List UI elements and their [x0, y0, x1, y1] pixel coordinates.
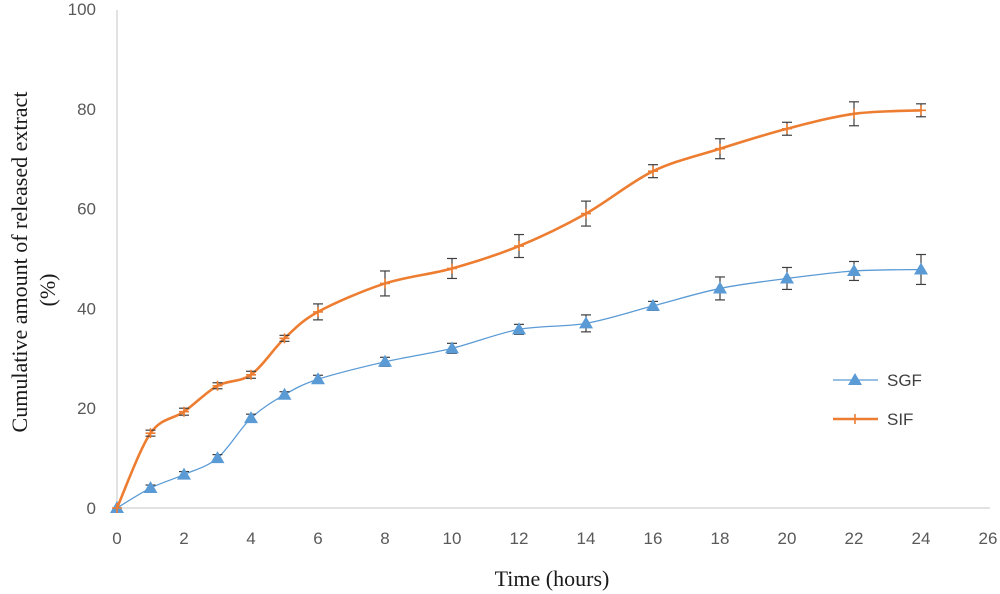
- x-tick-label: 14: [577, 529, 596, 548]
- series-sif: [112, 101, 926, 513]
- data-point-sif: [313, 306, 323, 317]
- legend-label-sgf: SGF: [887, 371, 922, 390]
- data-point-sgf: [780, 271, 794, 284]
- data-point-sgf: [143, 481, 158, 494]
- data-point-sif: [279, 333, 290, 344]
- x-tick-label: 0: [112, 529, 121, 548]
- x-axis-title: Time (hours): [495, 566, 610, 591]
- x-tick-label: 4: [246, 529, 255, 548]
- data-point-sgf: [713, 281, 727, 294]
- x-tick-label: 20: [778, 529, 797, 548]
- y-axis-title-unit: (%): [35, 274, 60, 307]
- data-point-sgf: [210, 451, 225, 464]
- y-tick-label: 80: [77, 100, 96, 119]
- data-point-sgf: [445, 341, 459, 354]
- data-point-sgf: [378, 354, 392, 367]
- x-tick-label: 18: [711, 529, 730, 548]
- data-point-sgf: [512, 322, 526, 335]
- legend-marker-sif: [850, 414, 860, 424]
- legend: SGF SIF: [833, 371, 922, 429]
- data-point-sif: [782, 123, 792, 134]
- x-tick-label: 8: [380, 529, 389, 548]
- x-tick-label: 2: [179, 529, 188, 548]
- y-axis-title: Cumulative amount of released extract: [7, 92, 32, 433]
- x-tick-label: 12: [510, 529, 529, 548]
- x-tick-label: 22: [845, 529, 864, 548]
- data-point-sif: [179, 406, 189, 417]
- y-tick-label: 0: [87, 499, 96, 518]
- data-point-sgf: [177, 467, 191, 480]
- data-point-sif: [380, 278, 390, 289]
- legend-label-sif: SIF: [887, 410, 913, 429]
- data-point-sif: [112, 503, 122, 513]
- x-tick-label: 24: [912, 529, 931, 548]
- data-point-sif: [581, 208, 591, 219]
- legend-item-sgf: SGF: [833, 371, 922, 390]
- y-tick-label: 60: [77, 200, 96, 219]
- data-point-sif: [514, 241, 524, 252]
- data-point-sgf: [244, 411, 258, 424]
- x-tick-label: 10: [443, 529, 462, 548]
- data-point-sif: [246, 369, 256, 380]
- series-layer: [110, 101, 928, 513]
- x-tick-label: 26: [979, 529, 998, 548]
- legend-item-sif: SIF: [833, 410, 913, 429]
- legend-marker-sgf: [848, 373, 862, 385]
- x-tick-label: 16: [644, 529, 663, 548]
- series-line-sif: [115, 108, 922, 509]
- series-line-sgf: [116, 268, 922, 509]
- x-tick-labels: 0 2 4 6 8 10 12 14 16 18 20 22 24 26: [112, 529, 997, 548]
- data-point-sif: [916, 105, 926, 116]
- x-tick-label: 6: [313, 529, 322, 548]
- data-point-sif: [447, 263, 457, 274]
- data-point-sgf: [579, 316, 593, 329]
- y-tick-labels: 0 20 40 60 80 100: [68, 0, 96, 518]
- data-point-sgf: [277, 387, 292, 400]
- data-point-sif: [212, 380, 223, 391]
- data-point-sif: [648, 166, 658, 177]
- series-sgf: [110, 253, 928, 513]
- axes: [116, 10, 990, 509]
- data-point-sif: [849, 108, 859, 119]
- data-point-sgf: [914, 262, 928, 275]
- data-point-sif: [145, 428, 156, 439]
- data-point-sif: [715, 143, 725, 154]
- data-point-sgf: [847, 263, 861, 276]
- data-point-sgf: [646, 298, 660, 311]
- y-tick-label: 100: [68, 0, 96, 19]
- data-point-sgf: [311, 372, 325, 385]
- y-tick-label: 40: [77, 299, 96, 318]
- y-tick-label: 20: [77, 399, 96, 418]
